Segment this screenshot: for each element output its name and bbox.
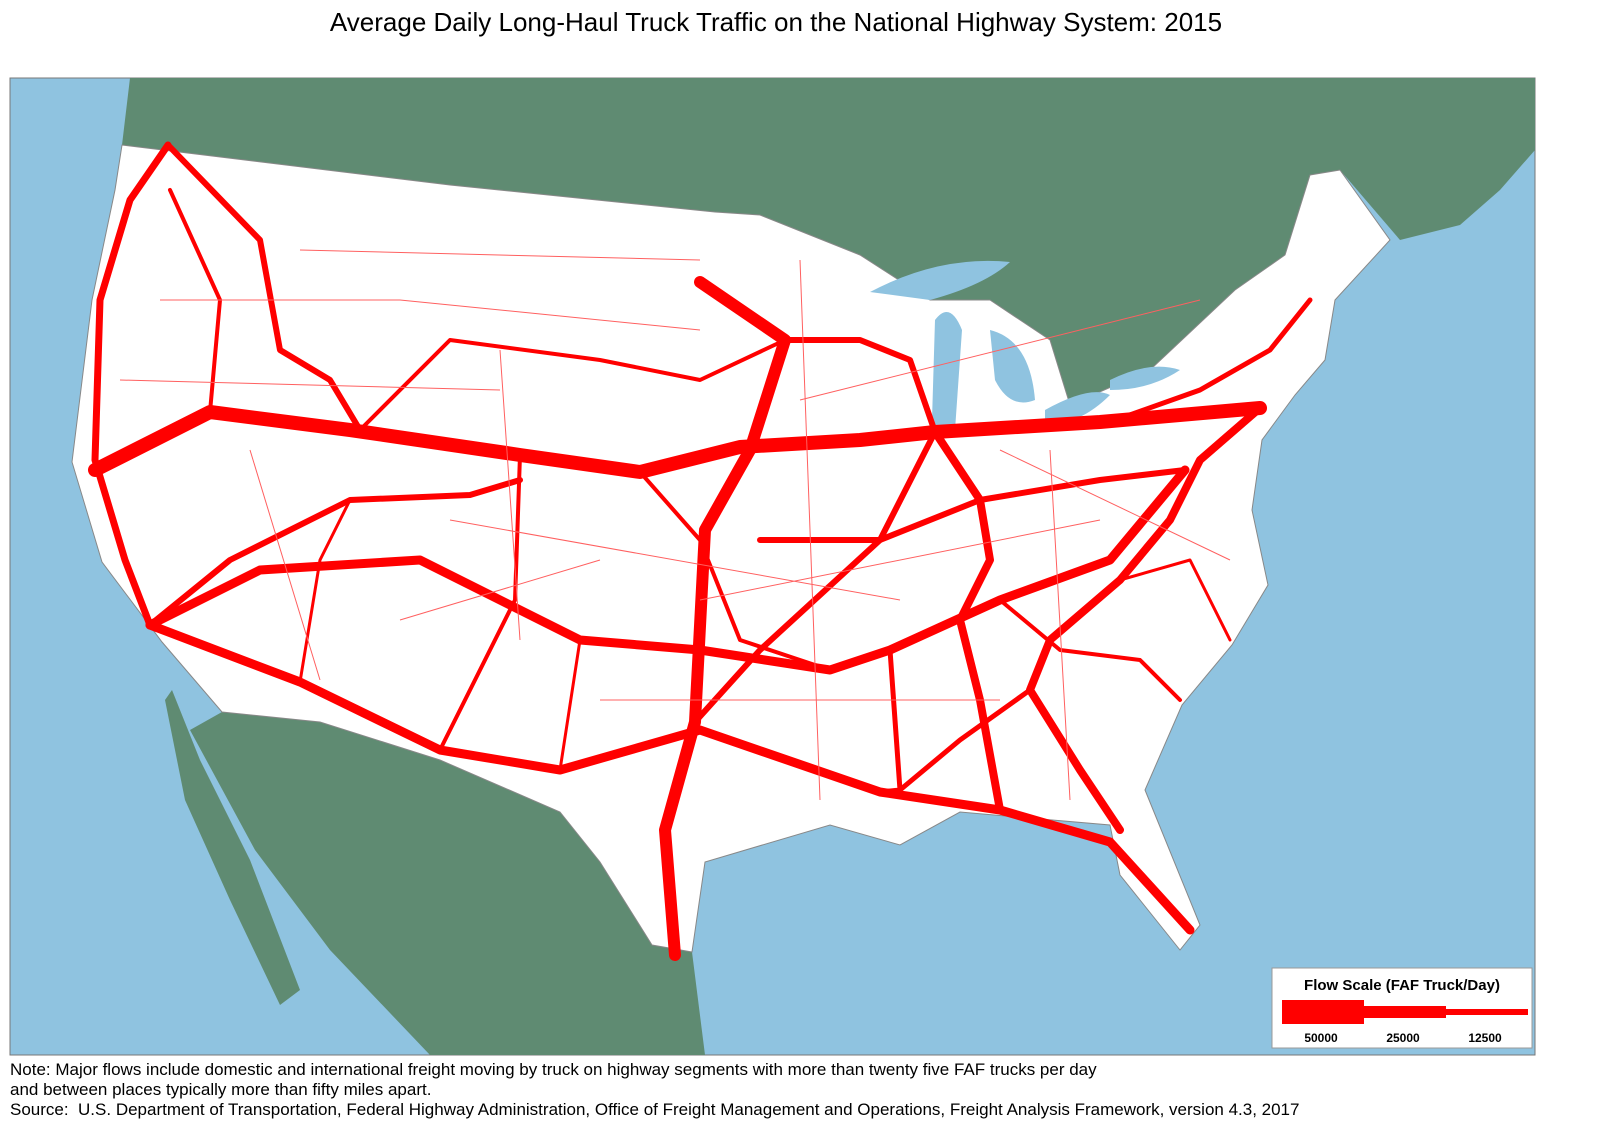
legend-bar [1282, 1000, 1364, 1024]
legend-title: Flow Scale (FAF Truck/Day) [1304, 977, 1500, 994]
mexico [190, 712, 705, 1055]
legend-label: 50000 [1304, 1031, 1338, 1045]
legend-label: 25000 [1386, 1031, 1420, 1045]
great-lakes [870, 260, 1180, 434]
note-line: and between places typically more than f… [10, 1080, 432, 1099]
legend-bar [1364, 1006, 1446, 1018]
legend-label: 12500 [1468, 1031, 1502, 1045]
map-title: Average Daily Long-Haul Truck Traffic on… [330, 7, 1222, 37]
legend-bar [1446, 1009, 1528, 1015]
usa [71, 144, 1391, 953]
highways [88, 141, 1313, 961]
note-line: Note: Major flows include domestic and i… [10, 1060, 1097, 1079]
source: Source: U.S. Department of Transportatio… [10, 1100, 1300, 1119]
baja [165, 690, 300, 1005]
canada [122, 78, 1535, 405]
